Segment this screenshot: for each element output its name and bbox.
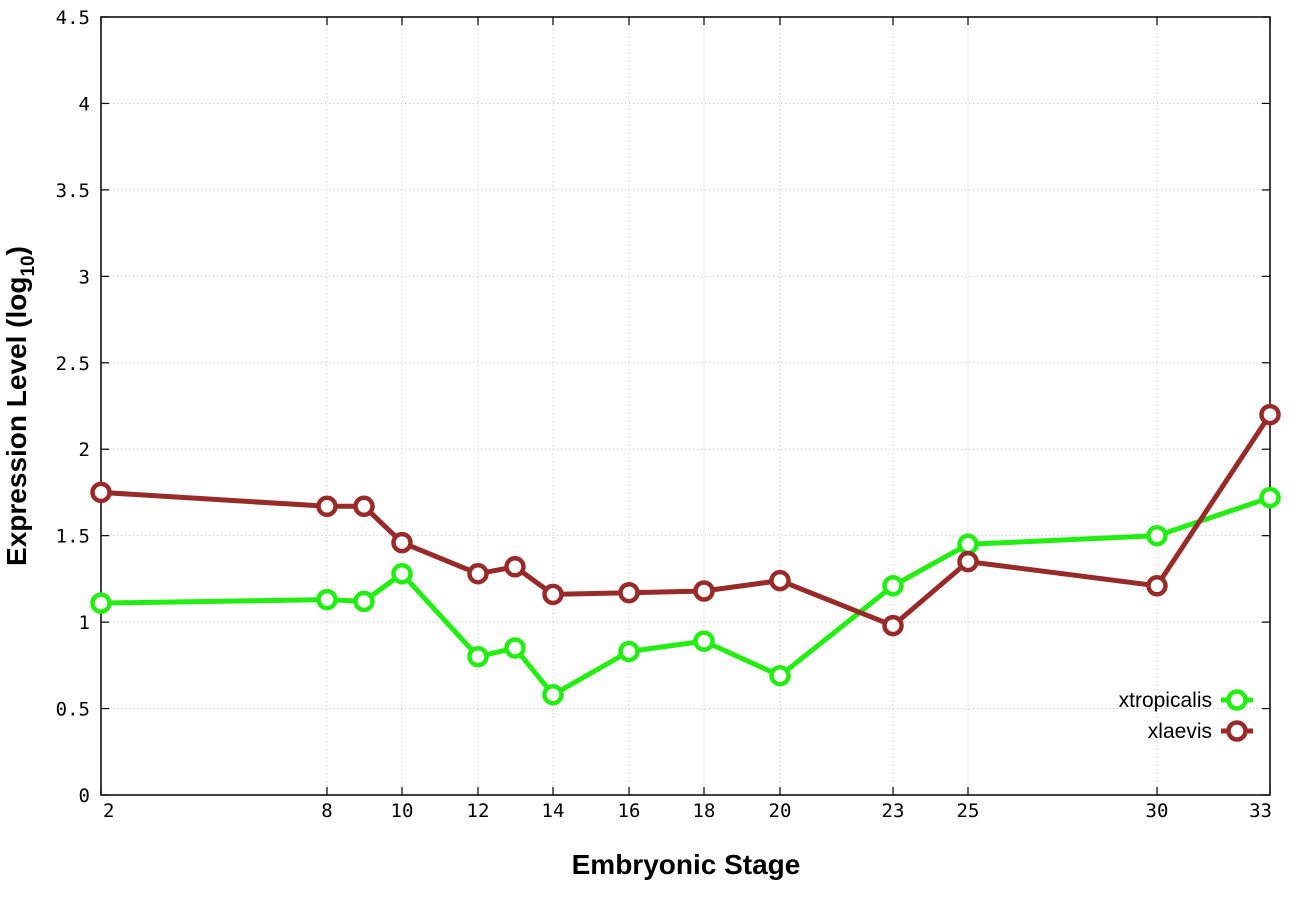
x-tick-label: 30 [1146,800,1169,822]
data-point-xlaevis [316,495,338,518]
series-layer [90,403,1281,706]
data-point-xlaevis [391,531,413,554]
data-point-xlaevis [504,556,526,578]
y-axis-title-main: Expression Level (log [1,277,32,566]
data-point-xlaevis [1259,403,1281,426]
x-tick-label: 10 [391,800,414,822]
y-tick-label: 0.5 [56,699,90,721]
x-tick-label: 25 [957,800,980,822]
legend-label-xtropicalis: xtropicalis [1119,689,1212,712]
legend-label-xlaevis: xlaevis [1148,720,1212,743]
plot-frame [100,16,1271,796]
series-xtropicalis [90,486,1281,706]
y-tick-label: 1 [79,612,90,634]
y-axis-title-close: ) [1,246,32,255]
y-tick-label: 0 [79,785,90,807]
data-point-xlaevis [542,583,564,606]
data-point-xlaevis [467,562,489,585]
legend-marker-xtropicalis [1226,689,1248,711]
y-axis-tick-labels: 0 0.5 1 1.5 2 2.5 3 3.5 4 4.5 [56,7,90,807]
data-point-xtropicalis [504,637,526,659]
x-tick-label: 20 [769,800,792,822]
x-tick-label: 23 [882,800,905,822]
data-point-xlaevis [1146,575,1168,597]
data-point-xtropicalis [353,590,375,613]
y-axis-title-subscript: 10 [18,255,39,276]
data-point-xlaevis [90,481,112,504]
y-tick-label: 2 [79,439,90,461]
x-tick-label: 8 [321,800,332,822]
data-point-xlaevis [693,580,715,602]
data-point-xtropicalis [467,645,489,668]
data-point-xtropicalis [769,664,791,687]
y-tick-label: 3 [79,266,90,288]
y-tick-label: 4.5 [56,7,90,29]
axis-ticks [100,16,1271,796]
data-point-xtropicalis [618,640,640,663]
series-xlaevis [90,403,1281,637]
x-tick-label: 18 [693,800,716,822]
data-point-xlaevis [769,569,791,592]
x-tick-label: 16 [618,800,641,822]
y-tick-label: 2.5 [56,353,90,375]
x-tick-label: 14 [542,800,565,822]
data-point-xtropicalis [90,592,112,614]
legend-marker-xlaevis [1226,720,1248,742]
data-point-xtropicalis [391,562,413,585]
x-axis-tick-labels: 2 8 10 12 14 16 18 20 23 25 30 33 [103,800,1272,822]
data-point-xlaevis [882,614,904,637]
x-axis-title: Embryonic Stage [572,849,801,880]
data-point-xtropicalis [316,588,338,611]
y-tick-label: 1.5 [56,526,90,548]
data-point-xlaevis [957,550,979,573]
y-tick-label: 4 [79,93,90,115]
legend: xtropicalis xlaevis [1119,689,1253,743]
grid-lines [101,17,1270,795]
data-point-xlaevis [618,581,640,604]
data-point-xtropicalis [957,533,979,556]
data-point-xtropicalis [1146,524,1168,547]
data-point-xtropicalis [1259,486,1281,509]
y-tick-label: 3.5 [56,180,90,202]
data-point-xtropicalis [882,575,904,597]
x-tick-label: 12 [467,800,490,822]
series-line-xlaevis [100,413,1273,629]
y-axis-title: Expression Level (log10) [1,246,39,566]
x-tick-label: 33 [1249,800,1272,822]
x-tick-label: 2 [103,800,114,822]
series-line-xtropicalis [100,495,1271,698]
data-point-xtropicalis [693,630,715,652]
data-point-xtropicalis [542,683,564,706]
data-point-xlaevis [353,495,375,518]
